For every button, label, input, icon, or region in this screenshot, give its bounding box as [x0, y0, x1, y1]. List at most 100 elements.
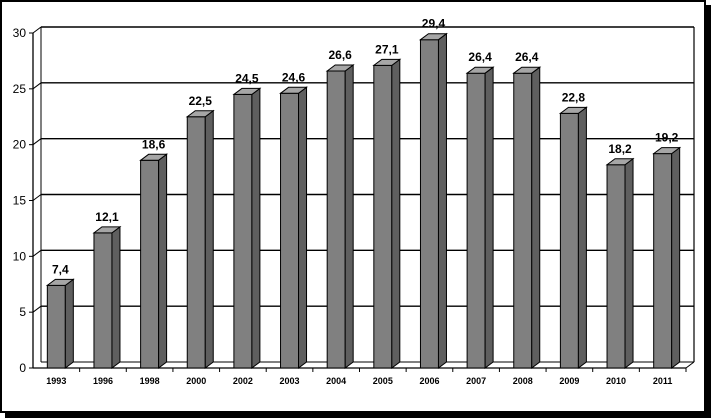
bar-side: [531, 66, 541, 369]
bar: [372, 58, 402, 369]
gridline-side: [32, 26, 42, 34]
bar: [279, 86, 309, 369]
bar-side: [204, 109, 214, 369]
y-tick-label: 20: [13, 138, 27, 152]
x-tick-label: 2009: [559, 376, 579, 386]
gridline-side: [32, 138, 42, 146]
y-tick-label: 0: [19, 361, 26, 375]
bar-side: [158, 153, 168, 369]
x-tick-label: 2000: [186, 376, 206, 386]
bar-side: [251, 87, 261, 369]
x-tick-label: 2008: [513, 376, 533, 386]
data-label: 22,8: [562, 90, 586, 104]
bar-front: [93, 232, 113, 369]
bar-front: [606, 164, 626, 369]
y-tick-label: 5: [19, 305, 26, 319]
bar-top: [232, 87, 262, 95]
data-label: 12,1: [95, 210, 119, 224]
bars: 7,4 12,1 18,6 22,5 24,5 24,6 26,6 27,1 29,4 26,4 2…: [45, 17, 682, 369]
bar-top: [418, 33, 448, 41]
bar-top: [92, 226, 122, 234]
axes: [32, 27, 695, 369]
x-tick-label: 2010: [606, 376, 626, 386]
bar-front: [46, 284, 66, 369]
x-tick-label: 2002: [233, 376, 253, 386]
data-label: 7,4: [52, 262, 69, 276]
bar-top: [652, 147, 682, 155]
bar-side: [484, 66, 494, 369]
x-tick-label: 1993: [46, 376, 66, 386]
bar-front: [326, 70, 346, 369]
bar: [465, 66, 495, 369]
x-tick-label: 2011: [653, 376, 673, 386]
bar-top: [512, 66, 542, 74]
bar-front: [513, 72, 533, 369]
gridline-side: [32, 194, 42, 201]
bar-top: [605, 158, 635, 166]
data-label: 27,1: [375, 42, 399, 56]
bar: [605, 157, 635, 369]
data-label: 18,2: [608, 142, 632, 156]
data-label: 26,4: [515, 50, 539, 64]
bar: [45, 278, 75, 369]
bar-top: [279, 86, 309, 94]
bar-front: [373, 64, 393, 369]
x-tick-label: 2006: [419, 376, 439, 386]
floor-right-edge: [685, 361, 695, 369]
bar-front: [419, 39, 439, 369]
bar-top: [139, 153, 169, 161]
gridline-side: [32, 249, 42, 257]
bar-top: [185, 110, 215, 118]
bar-top: [558, 106, 588, 114]
bar-top: [45, 278, 75, 286]
x-tick-label: 2005: [373, 376, 393, 386]
bar: [652, 146, 682, 369]
data-label: 19,2: [655, 131, 679, 145]
x-tick-label: 2007: [466, 376, 486, 386]
bar-side: [671, 146, 681, 369]
data-label: 29,4: [422, 17, 446, 31]
bar-side: [111, 225, 121, 369]
bar: [558, 106, 588, 369]
y-tick-label: 30: [13, 26, 27, 40]
bar: [139, 153, 169, 369]
data-label: 26,6: [328, 48, 352, 62]
bar-side: [298, 86, 308, 369]
bar: [92, 225, 122, 369]
x-axis-ticks: 1993 1996 1998 2000 2002 2003 2004 2005 2006 2007…: [46, 368, 687, 386]
bar-front: [559, 112, 579, 369]
gridline-side: [32, 82, 42, 90]
bar-front: [186, 116, 206, 369]
bar-top: [325, 64, 355, 72]
y-tick-label: 10: [13, 249, 27, 263]
bar-side: [624, 157, 634, 369]
gridline-side: [32, 305, 42, 313]
gridlines: [32, 26, 694, 313]
data-label: 26,4: [468, 50, 492, 64]
bar-top: [372, 58, 402, 66]
bar: [185, 109, 215, 369]
x-tick-label: 1996: [93, 376, 113, 386]
bar-side: [344, 63, 354, 369]
bar-front: [280, 92, 300, 369]
bar-side: [577, 106, 587, 369]
y-tick-label: 25: [13, 82, 27, 96]
data-label: 24,6: [282, 70, 306, 84]
bar-front: [140, 159, 160, 369]
bar-side: [391, 58, 401, 369]
data-label: 24,5: [235, 71, 259, 85]
x-tick-label: 1998: [140, 376, 160, 386]
x-tick-label: 2004: [326, 376, 346, 386]
y-tick-label: 15: [13, 194, 27, 208]
bar-top: [465, 66, 495, 74]
x-tick-label: 2003: [280, 376, 300, 386]
bar: [325, 63, 355, 369]
bar-side: [437, 32, 447, 369]
y-axis-ticks: 0 5 10 15 20 25 30: [13, 26, 33, 375]
bar-front: [233, 93, 253, 369]
bar: [232, 87, 262, 369]
data-label: 22,5: [189, 94, 213, 108]
bar: [512, 66, 542, 369]
bar: [418, 32, 448, 369]
